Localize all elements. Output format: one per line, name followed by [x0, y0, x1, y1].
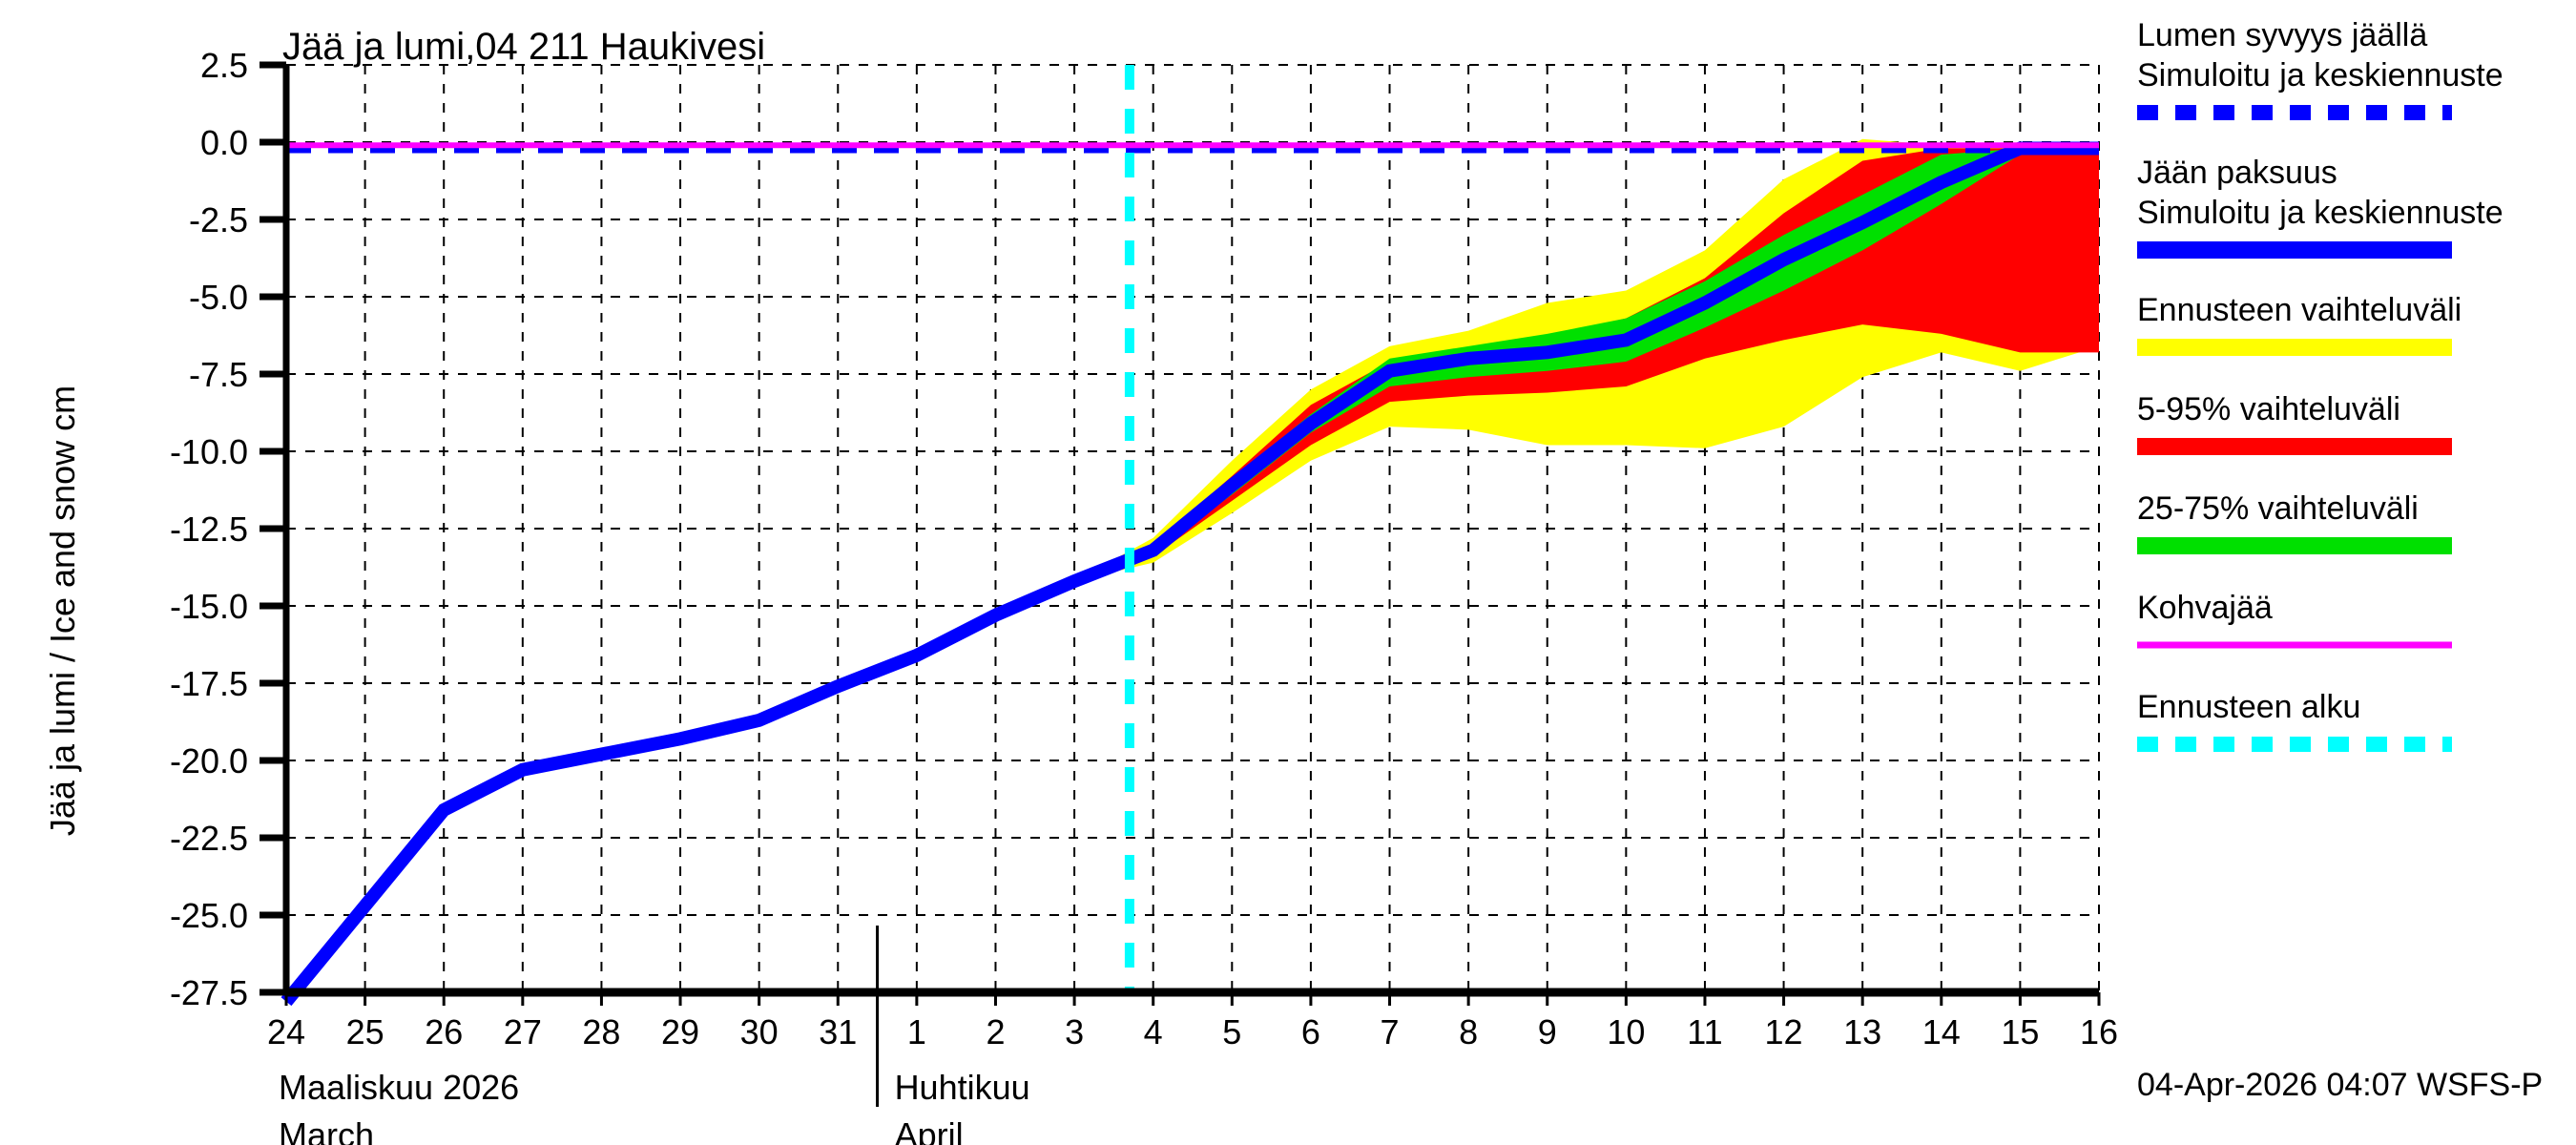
- x-tick-label: 30: [740, 1012, 779, 1051]
- tick-labels: 2.5 0.0 -2.5 -5.0 -7.5 -10.0 -12.5 -15.0 -17.5 -2…: [170, 46, 2118, 1051]
- x-tick-label: 15: [2001, 1012, 2039, 1051]
- data-series: [280, 141, 2099, 1007]
- x-tick-label: 12: [1765, 1012, 1803, 1051]
- legend-title-0: Lumen syvyys jäällä: [2137, 17, 2427, 53]
- x-tick-label: 24: [267, 1012, 305, 1051]
- legend-subtitle-0: Simuloitu ja keskiennuste: [2137, 57, 2503, 94]
- y-tick-label: -12.5: [170, 510, 248, 549]
- x-tick-label: 27: [504, 1012, 542, 1051]
- y-tick-label: -15.0: [170, 587, 248, 626]
- legend-title-5: Kohvajää: [2137, 590, 2273, 626]
- band-00e000: [1074, 148, 2099, 582]
- month-label-fi: Huhtikuu: [895, 1068, 1030, 1107]
- x-tick-label: 31: [819, 1012, 857, 1051]
- y-tick-label: -10.0: [170, 432, 248, 471]
- y-tick-label: -22.5: [170, 819, 248, 858]
- x-tick-label: 14: [1922, 1012, 1961, 1051]
- y-axis-label: Jää ja lumi / Ice and snow cm: [43, 385, 82, 836]
- x-tick-label: 29: [661, 1012, 699, 1051]
- y-tick-label: -25.0: [170, 896, 248, 935]
- x-tick-label: 9: [1538, 1012, 1557, 1051]
- y-tick-label: -7.5: [189, 355, 248, 394]
- x-tick-label: 13: [1843, 1012, 1881, 1051]
- legend-title-1: Jään paksuus: [2137, 155, 2337, 191]
- x-tick-label: 26: [425, 1012, 463, 1051]
- x-tick-label: 4: [1144, 1012, 1163, 1051]
- x-tick-label: 3: [1065, 1012, 1084, 1051]
- x-tick-label: 28: [582, 1012, 620, 1051]
- y-tick-label: -27.5: [170, 973, 248, 1012]
- grid-lines: [285, 64, 2100, 993]
- month-label-en: April: [895, 1115, 964, 1145]
- legend-title-2: Ennusteen vaihteluväli: [2137, 292, 2462, 328]
- month-labels: Maaliskuu 2026 March Huhtikuu April: [279, 1068, 1030, 1145]
- forecast-bands: [1074, 138, 2099, 582]
- x-tick-label: 6: [1301, 1012, 1320, 1051]
- y-tick-label: -5.0: [189, 278, 248, 317]
- legend-title-4: 25-75% vaihteluväli: [2137, 490, 2419, 527]
- series-ice-thickness: [280, 141, 2099, 1007]
- y-tick-label: 2.5: [200, 46, 248, 85]
- y-tick-label: -17.5: [170, 664, 248, 703]
- legend: Lumen syvyys jäällä Simuloitu ja keskienn…: [2137, 17, 2503, 752]
- month-label-fi: Maaliskuu 2026: [279, 1068, 519, 1107]
- y-tick-label: -20.0: [170, 741, 248, 781]
- x-tick-label: 8: [1459, 1012, 1478, 1051]
- x-tick-label: 1: [907, 1012, 926, 1051]
- month-label-en: March: [279, 1115, 374, 1145]
- legend-title-6: Ennusteen alku: [2137, 689, 2360, 725]
- y-tick-label: -2.5: [189, 200, 248, 239]
- page-title: Jää ja lumi,04 211 Haukivesi: [282, 26, 765, 68]
- y-tick-label: 0.0: [200, 123, 248, 162]
- x-tick-label: 7: [1381, 1012, 1400, 1051]
- timestamp-label: 04-Apr-2026 04:07 WSFS-P: [2137, 1067, 2543, 1103]
- x-tick-label: 11: [1687, 1012, 1722, 1051]
- x-tick-label: 5: [1222, 1012, 1241, 1051]
- axes: [260, 61, 2101, 1107]
- x-tick-label: 25: [346, 1012, 384, 1051]
- legend-subtitle-1: Simuloitu ja keskiennuste: [2137, 195, 2503, 231]
- x-tick-label: 10: [1607, 1012, 1645, 1051]
- legend-title-3: 5-95% vaihteluväli: [2137, 391, 2400, 427]
- x-tick-label: 2: [986, 1012, 1005, 1051]
- x-tick-label: 16: [2080, 1012, 2118, 1051]
